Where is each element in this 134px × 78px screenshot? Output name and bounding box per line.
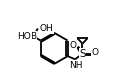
Text: S: S: [79, 49, 86, 59]
Text: NH: NH: [69, 61, 83, 70]
Text: O: O: [92, 48, 99, 57]
Text: OH: OH: [40, 24, 54, 33]
Text: O: O: [70, 41, 77, 50]
Text: B: B: [30, 32, 36, 41]
Text: HO: HO: [17, 32, 31, 41]
